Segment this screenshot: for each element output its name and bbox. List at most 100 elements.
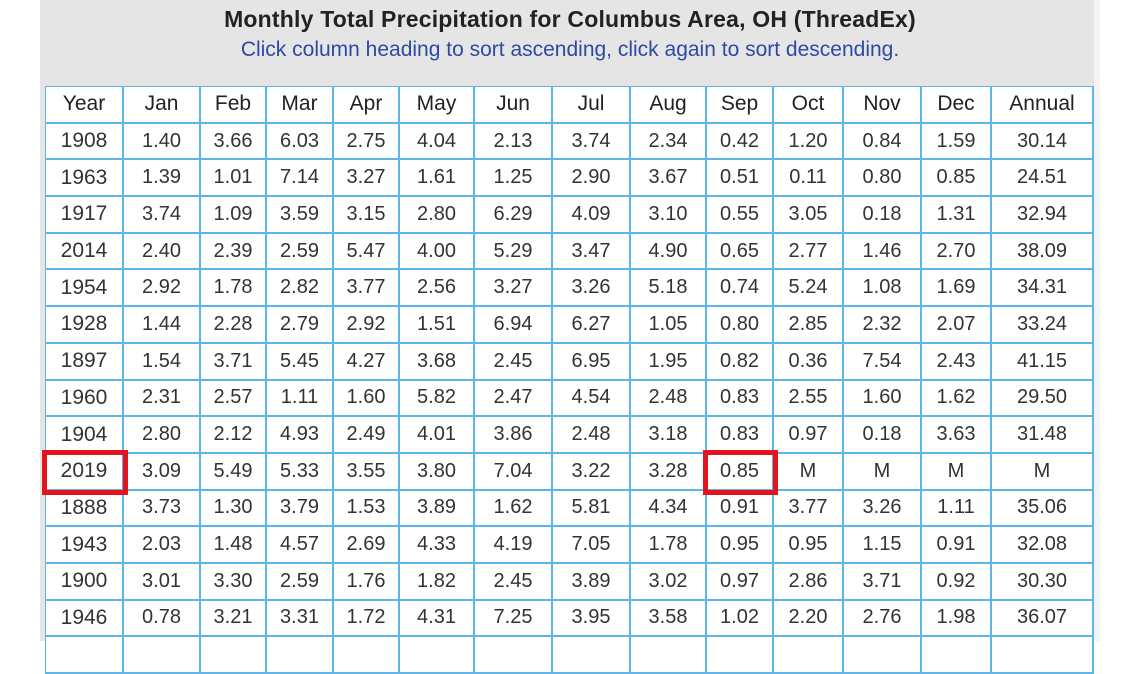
table-row [46, 637, 1094, 674]
value-cell: 2.79 [267, 307, 334, 344]
value-cell [124, 637, 201, 674]
column-header-may[interactable]: May [400, 87, 475, 124]
value-cell [400, 637, 475, 674]
value-cell: 0.92 [922, 563, 992, 601]
value-cell: 38.09 [992, 233, 1094, 271]
value-cell: 5.33 [267, 453, 334, 491]
table-row: 1954 2.92 1.78 2.82 3.77 2.56 3.27 3.26 5.18 0.74… [46, 270, 1094, 308]
value-cell: 3.86 [475, 417, 553, 454]
value-cell [774, 637, 844, 674]
year-cell: 1897 [46, 343, 124, 381]
value-cell: 32.08 [992, 527, 1094, 564]
column-header-jan[interactable]: Jan [124, 87, 201, 124]
value-cell: 3.01 [124, 563, 201, 601]
value-cell: 1.72 [334, 600, 400, 638]
value-cell: 2.57 [201, 380, 267, 418]
value-cell: 2.48 [553, 417, 631, 454]
column-header-dec[interactable]: Dec [922, 87, 992, 124]
value-cell: 32.94 [992, 197, 1094, 234]
column-header-annual[interactable]: Annual [992, 87, 1094, 124]
year-cell: 1917 [46, 197, 124, 234]
value-cell: 3.74 [124, 197, 201, 234]
value-cell: 41.15 [992, 343, 1094, 381]
value-cell: 2.69 [334, 527, 400, 564]
column-header-jun[interactable]: Jun [475, 87, 553, 124]
column-header-feb[interactable]: Feb [201, 87, 267, 124]
value-cell: 1.08 [844, 270, 922, 308]
table-row: 1943 2.03 1.48 4.57 2.69 4.33 4.19 7.05 1.78 0.95… [46, 527, 1094, 564]
value-cell: 2.55 [774, 380, 844, 418]
column-header-year[interactable]: Year [46, 87, 124, 124]
value-cell: 1.59 [922, 123, 992, 161]
value-cell: 31.48 [992, 417, 1094, 454]
value-cell: 2.47 [475, 380, 553, 418]
table-row: 1963 1.39 1.01 7.14 3.27 1.61 1.25 2.90 3.67 0.51… [46, 160, 1094, 198]
value-cell: 3.73 [124, 490, 201, 528]
value-cell: 2.92 [124, 270, 201, 308]
table-row: 1897 1.54 3.71 5.45 4.27 3.68 2.45 6.95 1.95 0.82… [46, 343, 1094, 381]
value-cell: 2.80 [400, 197, 475, 234]
value-cell: 1.76 [334, 563, 400, 601]
value-cell: 3.18 [631, 417, 707, 454]
value-cell: 5.81 [553, 490, 631, 528]
value-cell [992, 637, 1094, 674]
value-cell: 0.97 [707, 563, 774, 601]
table-row: 2019 3.09 5.49 5.33 3.55 3.80 7.04 3.22 3.28 0.85… [46, 453, 1094, 491]
value-cell: 2.28 [201, 307, 267, 344]
sort-instructions: Click column heading to sort ascending, … [240, 38, 900, 61]
value-cell: 2.86 [774, 563, 844, 601]
value-cell: 3.21 [201, 600, 267, 638]
value-cell: 3.80 [400, 453, 475, 491]
year-cell: 2014 [46, 233, 124, 271]
value-cell: 3.71 [844, 563, 922, 601]
value-cell: 1.69 [922, 270, 992, 308]
column-header-mar[interactable]: Mar [267, 87, 334, 124]
value-cell: 1.61 [400, 160, 475, 198]
value-cell: 6.29 [475, 197, 553, 234]
column-header-aug[interactable]: Aug [631, 87, 707, 124]
value-cell: 1.60 [844, 380, 922, 418]
value-cell: 0.55 [707, 197, 774, 234]
value-cell: 3.15 [334, 197, 400, 234]
column-header-apr[interactable]: Apr [334, 87, 400, 124]
value-cell: 2.31 [124, 380, 201, 418]
value-cell: 2.40 [124, 233, 201, 271]
value-cell: 3.09 [124, 453, 201, 491]
year-cell: 1960 [46, 380, 124, 418]
value-cell: 1.39 [124, 160, 201, 198]
value-cell: 4.54 [553, 380, 631, 418]
value-cell: 1.53 [334, 490, 400, 528]
right-margin [1100, 0, 1140, 641]
panel-edge [1094, 0, 1100, 641]
value-cell: 2.56 [400, 270, 475, 308]
value-cell: 34.31 [992, 270, 1094, 308]
value-cell: 0.91 [707, 490, 774, 528]
value-cell: 2.13 [475, 123, 553, 161]
value-cell: 1.11 [267, 380, 334, 418]
value-cell: 0.11 [774, 160, 844, 198]
value-cell: 1.46 [844, 233, 922, 271]
value-cell: 1.20 [774, 123, 844, 161]
value-cell [475, 637, 553, 674]
value-cell: 2.48 [631, 380, 707, 418]
value-cell: M [992, 453, 1094, 491]
column-header-oct[interactable]: Oct [774, 87, 844, 124]
value-cell: 6.03 [267, 123, 334, 161]
table-row: 1960 2.31 2.57 1.11 1.60 5.82 2.47 4.54 2.48 0.83… [46, 380, 1094, 418]
column-header-sep[interactable]: Sep [707, 87, 774, 124]
value-cell: 1.01 [201, 160, 267, 198]
value-cell: 5.45 [267, 343, 334, 381]
value-cell: 2.70 [922, 233, 992, 271]
value-cell: 4.33 [400, 527, 475, 564]
value-cell: 2.59 [267, 233, 334, 271]
value-cell: 5.24 [774, 270, 844, 308]
value-cell: 0.80 [707, 307, 774, 344]
value-cell: 0.84 [844, 123, 922, 161]
column-header-nov[interactable]: Nov [844, 87, 922, 124]
value-cell: 3.22 [553, 453, 631, 491]
column-header-jul[interactable]: Jul [553, 87, 631, 124]
value-cell: 2.75 [334, 123, 400, 161]
value-cell: 1.48 [201, 527, 267, 564]
value-cell: 29.50 [992, 380, 1094, 418]
value-cell: 2.45 [475, 563, 553, 601]
